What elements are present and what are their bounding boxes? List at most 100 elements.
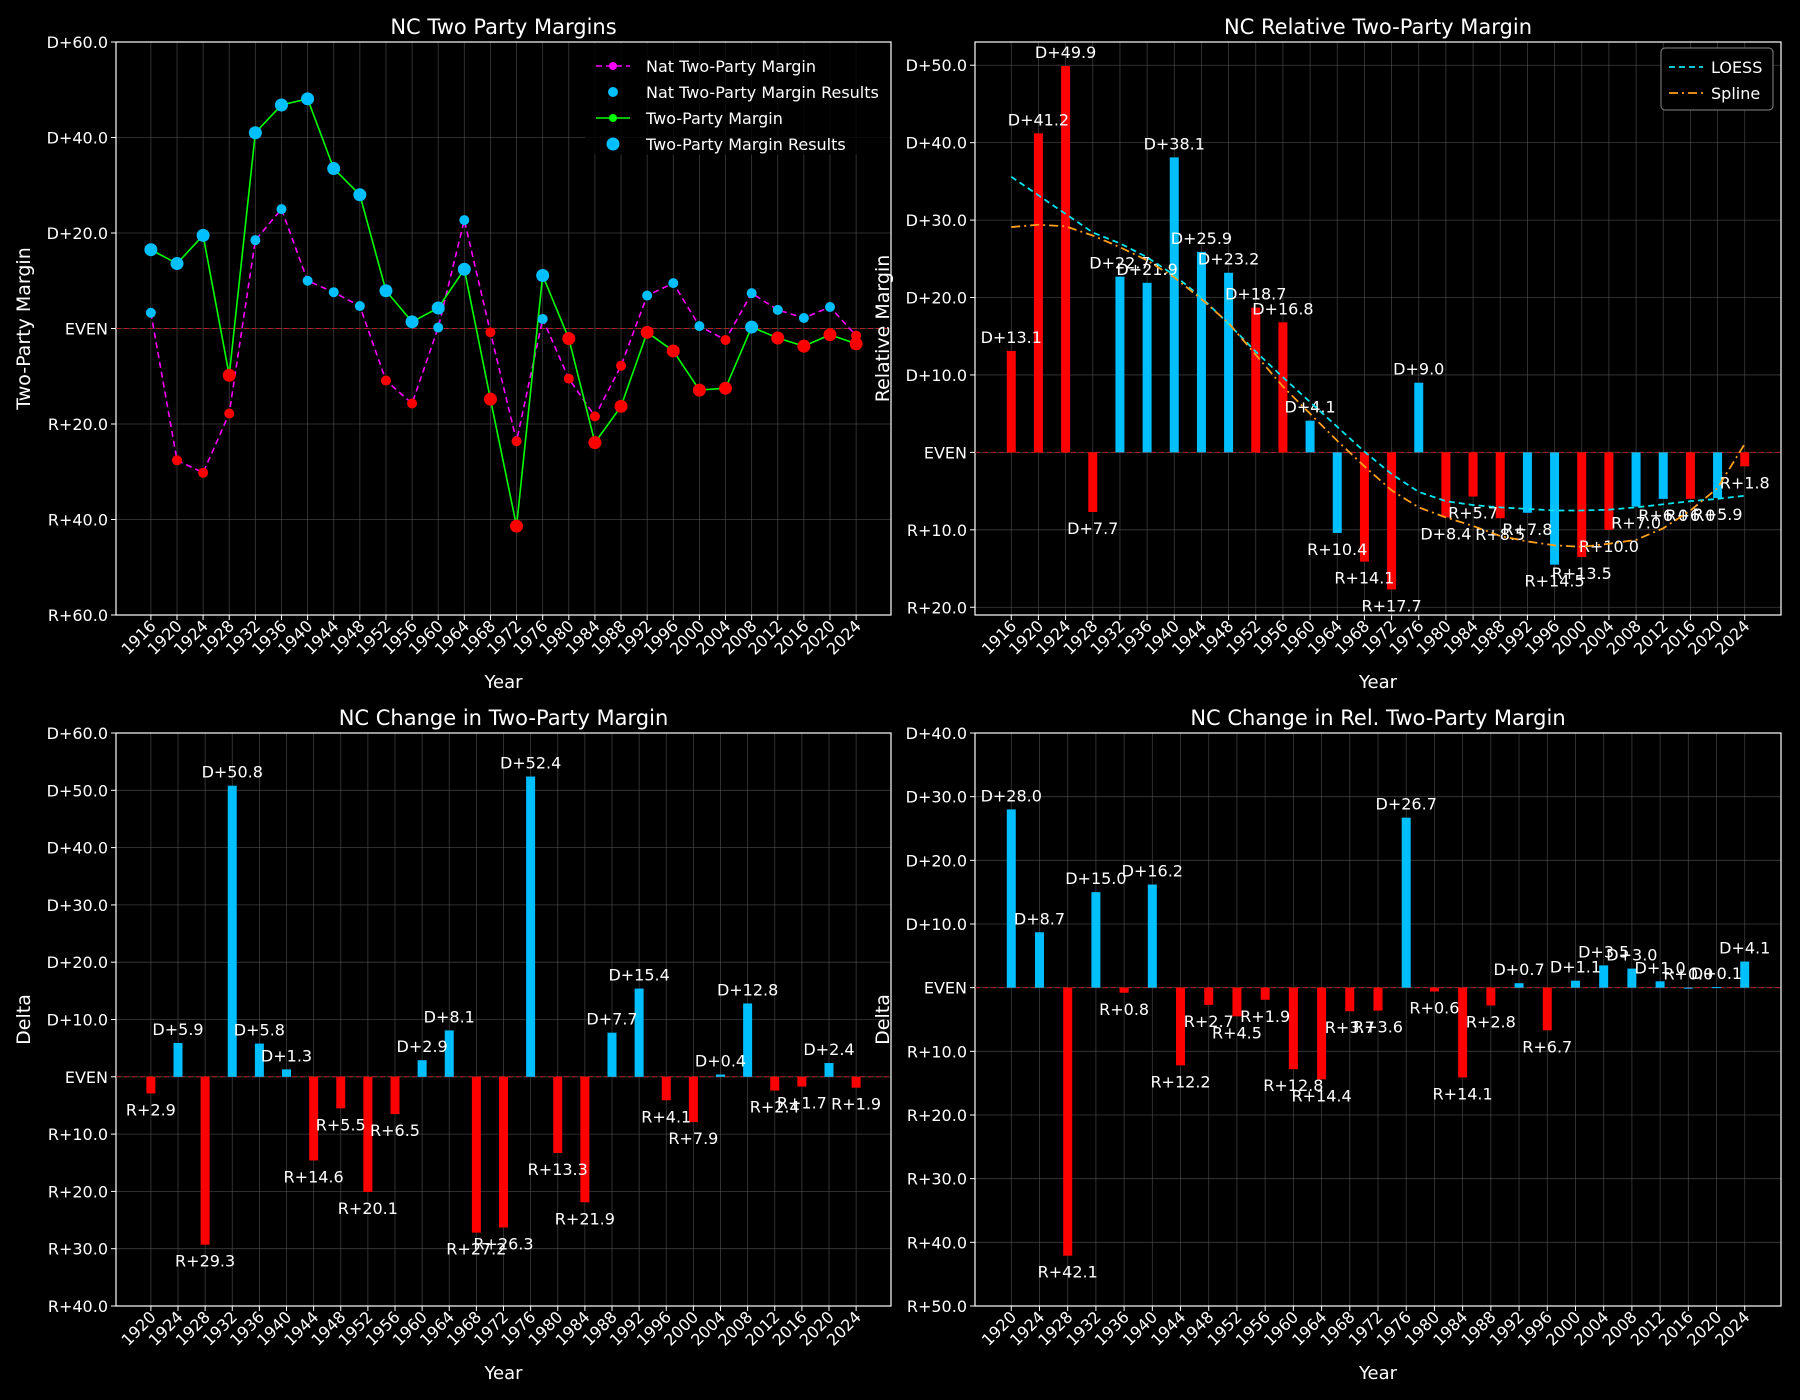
change-relative-data-label: D+0.7 (1493, 960, 1544, 979)
change-two-party-ytick-label: R+40.0 (48, 1297, 108, 1316)
change-relative-ytick-label: D+20.0 (906, 851, 967, 870)
relative-margin-bar (1251, 307, 1261, 453)
relative-margin-data-label: R+6.0 (1665, 506, 1715, 525)
state-margin-point (379, 284, 393, 298)
change-relative-data-label: D+3.0 (1606, 946, 1657, 965)
relative-margin-bar (1604, 452, 1614, 530)
relative-margin-ylabel: Relative Margin (872, 255, 894, 403)
change-relative-data-label: R+6.7 (1522, 1037, 1572, 1056)
state-margin-point (222, 368, 236, 382)
relative-margin-ytick-label: D+20.0 (906, 289, 967, 308)
change-relative-bar (1317, 987, 1327, 1080)
change-relative-bar (1147, 884, 1157, 988)
relative-margin-data-label: D+7.7 (1067, 519, 1118, 538)
relative-margin-legend-label: Spline (1711, 84, 1760, 103)
change-relative-data-label: D+15.0 (1065, 869, 1126, 888)
change-two-party-data-label: R+1.9 (831, 1095, 881, 1114)
two-party-margins-title: NC Two Party Margins (390, 15, 616, 39)
change-relative-bar (1570, 980, 1580, 988)
two-party-margins-ytick-label: R+60.0 (48, 606, 108, 625)
nat-margin-point (302, 275, 313, 286)
relative-margin-bar (1061, 66, 1071, 453)
change-two-party-bar (499, 1076, 508, 1228)
change-relative-bar (1232, 987, 1242, 1017)
state-margin-point (562, 332, 576, 346)
change-relative-data-label: D+0.1 (1691, 964, 1742, 983)
change-relative-ytick-label: EVEN (924, 979, 967, 998)
two-party-margins-legend-label: Nat Two-Party Margin (646, 57, 816, 76)
change-relative-bar (1429, 987, 1439, 992)
relative-margin-xlabel: Year (1358, 672, 1398, 693)
two-party-margins-legend-marker (606, 137, 620, 151)
change-two-party-data-label: D+5.8 (234, 1021, 285, 1040)
relative-margin-bar (1550, 452, 1560, 565)
two-party-margins-legend-marker (609, 114, 617, 122)
change-two-party-bar (851, 1076, 861, 1088)
change-two-party-data-label: R+1.7 (777, 1094, 827, 1113)
change-two-party-data-label: D+2.9 (397, 1037, 448, 1056)
change-relative-xlabel: Year (1358, 1363, 1398, 1384)
change-relative-bar (1486, 987, 1496, 1006)
relative-margin-bar (1414, 382, 1424, 453)
change-two-party-bar (743, 1003, 753, 1077)
change-two-party-bar (634, 988, 644, 1077)
state-margin-point (745, 320, 759, 334)
change-relative-data-label: R+0.0 (1663, 965, 1713, 984)
nat-margin-point (798, 312, 809, 323)
change-relative-data-label: D+28.0 (981, 786, 1042, 805)
relative-margin-ytick-label: D+30.0 (906, 211, 967, 230)
change-two-party-bar (363, 1076, 373, 1192)
relative-margin-data-label: R+14.1 (1334, 569, 1394, 588)
state-margin-point (327, 162, 341, 176)
change-relative-bar (1063, 987, 1073, 1256)
nat-margin-point (171, 455, 182, 466)
nat-margin-point (589, 411, 600, 422)
change-two-party-bar (716, 1074, 725, 1077)
change-two-party-ytick-label: D+50.0 (47, 781, 108, 800)
change-relative-bar (1401, 817, 1411, 988)
state-margin-point (274, 98, 288, 112)
change-relative-bar (1204, 987, 1214, 1005)
change-relative-data-label: R+2.8 (1466, 1012, 1516, 1031)
change-two-party-bar (254, 1043, 264, 1077)
state-margin-point (353, 188, 367, 202)
change-two-party-data-label: R+13.3 (528, 1160, 588, 1179)
change-two-party-ylabel: Delta (13, 994, 35, 1045)
state-margin-point (849, 337, 863, 351)
change-relative-data-label: R+3.7 (1325, 1018, 1375, 1037)
relative-margin-bar (1142, 282, 1152, 453)
change-two-party-bar (282, 1069, 291, 1077)
two-party-margins-legend-marker (608, 87, 618, 97)
state-margin-point (457, 262, 471, 276)
change-relative-bar (1655, 981, 1665, 988)
change-relative-ytick-label: R+20.0 (907, 1106, 967, 1125)
change-relative-data-label: R+42.1 (1038, 1263, 1098, 1282)
relative-margin-data-label: R+10.4 (1307, 540, 1367, 559)
relative-margin-data-label: R+7.0 (1611, 514, 1661, 533)
change-two-party-data-label: R+2.9 (126, 1100, 176, 1119)
state-margin-point (640, 325, 654, 339)
nat-margin-point (642, 290, 653, 301)
nat-margin-point (746, 288, 757, 299)
relative-margin-bar (1088, 452, 1098, 513)
state-margin-point (144, 243, 158, 257)
nat-margin-point (145, 307, 156, 318)
change-two-party-bar (797, 1076, 807, 1087)
state-margin-point (719, 381, 733, 395)
change-relative-data-label: R+0.6 (1409, 998, 1459, 1017)
change-relative-ytick-label: R+40.0 (907, 1233, 967, 1252)
change-two-party-bar (146, 1076, 156, 1094)
change-relative-data-label: D+1.1 (1550, 958, 1601, 977)
change-two-party-bar (607, 1032, 617, 1077)
relative-margin-ytick-label: EVEN (924, 443, 967, 462)
relative-margin-ytick-label: D+50.0 (906, 56, 967, 75)
nat-margin-point (668, 278, 679, 289)
relative-margin-data-label: D+4.1 (1285, 398, 1336, 417)
relative-margin-ytick-label: R+20.0 (907, 598, 967, 617)
change-relative-data-label: R+1.9 (1240, 1007, 1290, 1026)
relative-margin-data-label: D+22.7 (1089, 254, 1150, 273)
change-two-party-bar (824, 1063, 834, 1077)
relative-margin-data-label: D+9.0 (1393, 360, 1444, 379)
relative-margin-data-label: D+18.7 (1225, 285, 1286, 304)
change-two-party-title: NC Change in Two-Party Margin (339, 706, 669, 730)
